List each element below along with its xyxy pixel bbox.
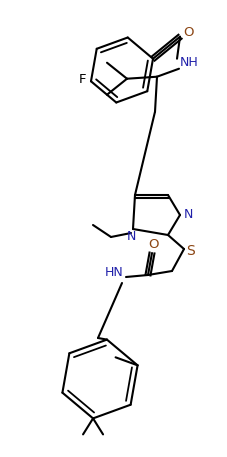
Text: NH: NH: [179, 56, 197, 69]
Text: O: O: [182, 26, 192, 39]
Text: N: N: [183, 207, 192, 220]
Text: HN: HN: [104, 266, 123, 280]
Text: S: S: [186, 244, 195, 258]
Text: N: N: [126, 230, 135, 244]
Text: F: F: [79, 73, 86, 86]
Text: O: O: [148, 239, 158, 251]
